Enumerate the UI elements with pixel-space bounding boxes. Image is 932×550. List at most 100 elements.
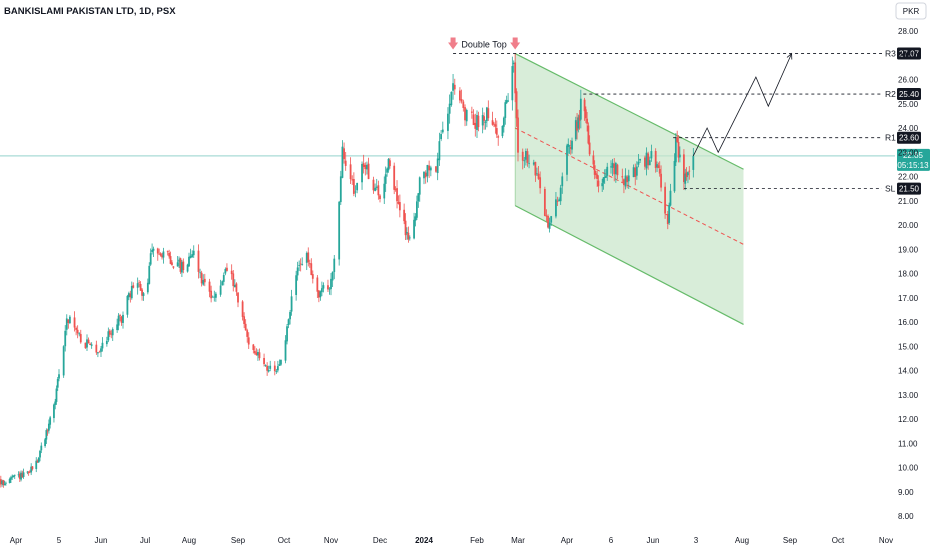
candle	[366, 161, 368, 175]
candle	[428, 160, 431, 178]
candle	[181, 259, 183, 278]
candle	[592, 150, 595, 170]
candle	[79, 329, 82, 344]
candle	[517, 109, 519, 162]
candle	[246, 328, 249, 343]
candle	[278, 359, 281, 366]
candle	[403, 203, 406, 225]
candle	[105, 336, 108, 347]
candle	[367, 157, 370, 180]
candle	[158, 248, 161, 255]
candle	[487, 100, 490, 121]
candle	[352, 172, 355, 197]
y-tick-label: 27.00	[898, 51, 919, 60]
x-axis: Apr 5 Jun Jul Aug Sep Oct Nov Dec 2024 Feb Mar Apr 6 J…	[10, 536, 893, 545]
y-tick-label: 13.00	[898, 391, 919, 400]
candle	[49, 415, 52, 429]
candle	[639, 158, 641, 164]
candle	[237, 291, 239, 308]
x-tick-label: Sep	[231, 536, 246, 545]
candle	[426, 164, 429, 183]
projection-path	[692, 52, 793, 157]
candle	[567, 138, 570, 154]
candle	[494, 118, 497, 134]
candle	[676, 130, 679, 143]
y-tick-label: 11.00	[898, 439, 918, 448]
candle	[673, 153, 676, 193]
candle	[647, 151, 650, 170]
candle	[579, 89, 582, 129]
candle	[126, 294, 129, 318]
candle	[459, 87, 461, 104]
y-tick-label: 8.00	[898, 512, 914, 521]
candle	[632, 164, 635, 178]
candle	[687, 171, 689, 184]
down-arrow-icon	[448, 37, 459, 50]
candle	[504, 99, 507, 125]
candle	[556, 196, 559, 206]
candle	[416, 195, 418, 221]
candle	[362, 154, 365, 174]
candle	[191, 250, 194, 258]
candle	[232, 270, 235, 292]
candle	[559, 184, 562, 205]
candle	[515, 88, 518, 127]
y-tick-label: 25.00	[898, 100, 919, 109]
candle	[257, 349, 259, 361]
candle	[623, 178, 625, 194]
candle	[685, 167, 688, 181]
x-tick-label: 2024	[415, 536, 433, 545]
candle	[450, 91, 453, 107]
x-tick-label: Jul	[140, 536, 150, 545]
candle	[20, 470, 22, 482]
y-tick-label: 12.00	[898, 415, 919, 424]
candle	[536, 167, 538, 177]
candle	[523, 156, 526, 168]
candle	[339, 170, 342, 205]
candle	[275, 368, 278, 374]
candle	[397, 195, 400, 205]
candle	[361, 161, 363, 190]
candle	[47, 419, 50, 434]
candle	[56, 376, 59, 391]
candle	[356, 182, 359, 194]
candle	[354, 185, 357, 198]
candle	[521, 148, 524, 170]
candle	[333, 255, 336, 280]
x-tick-label: Oct	[278, 536, 291, 545]
candle	[299, 258, 302, 272]
level-price-tag	[897, 182, 921, 195]
candle	[67, 319, 70, 329]
candle	[341, 140, 344, 179]
candle	[101, 337, 104, 352]
candle	[44, 437, 46, 448]
candle	[327, 279, 329, 292]
candle	[253, 346, 256, 355]
channel-fill	[515, 53, 744, 325]
candle	[593, 160, 596, 180]
candle	[186, 263, 189, 273]
candle	[379, 194, 381, 203]
candle	[657, 162, 660, 169]
candle	[233, 279, 236, 288]
candle	[460, 89, 463, 104]
candle	[301, 257, 304, 266]
candle	[172, 266, 175, 270]
candle	[669, 183, 672, 207]
candle	[62, 345, 65, 378]
candle	[11, 474, 14, 480]
candle	[68, 315, 71, 325]
candle	[107, 327, 110, 343]
candle	[424, 170, 427, 184]
y-tick-label: 15.00	[898, 342, 919, 351]
candle	[526, 148, 529, 167]
candle	[561, 172, 564, 194]
candle	[650, 144, 653, 162]
candle	[149, 248, 152, 267]
candle	[87, 337, 90, 344]
candle	[316, 275, 319, 298]
currency-box[interactable]	[895, 2, 927, 20]
candle	[330, 273, 332, 296]
candle	[40, 442, 43, 454]
